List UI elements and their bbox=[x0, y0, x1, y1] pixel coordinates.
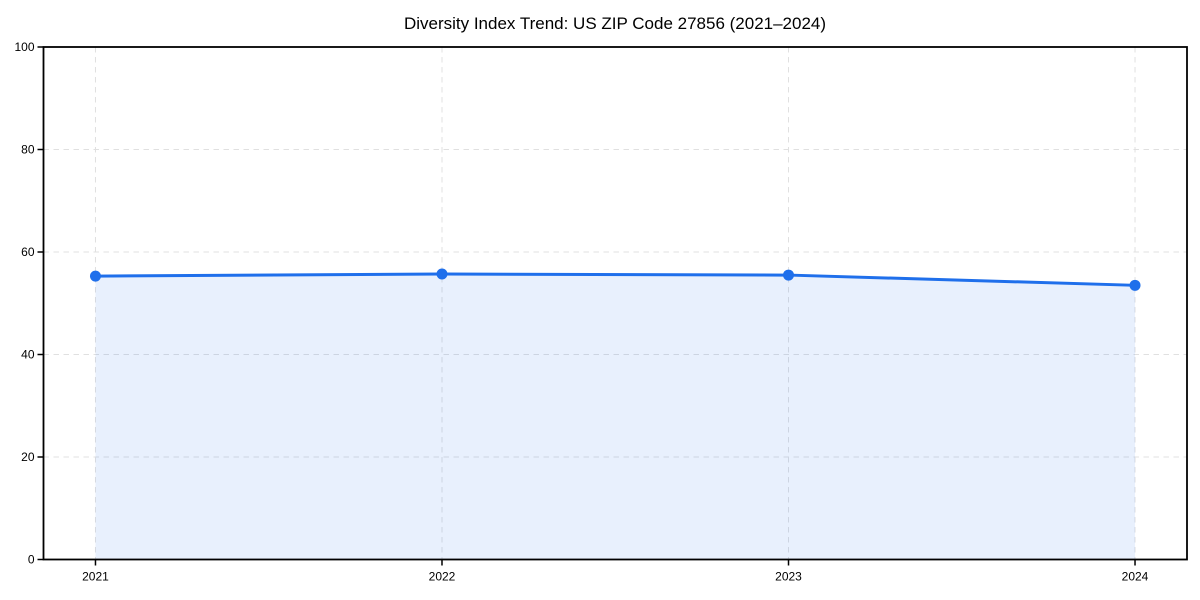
area-fill bbox=[95, 274, 1136, 560]
x-tick-label: 2024 bbox=[1122, 570, 1149, 584]
y-tick-label: 20 bbox=[21, 450, 35, 464]
x-tick-label: 2022 bbox=[429, 570, 456, 584]
x-tick-label: 2021 bbox=[82, 570, 109, 584]
y-tick-label: 40 bbox=[21, 348, 35, 362]
data-point-marker bbox=[1129, 279, 1141, 291]
plot-border bbox=[42, 46, 1188, 561]
data-point-marker bbox=[783, 269, 795, 281]
chart-title: Diversity Index Trend: US ZIP Code 27856… bbox=[403, 14, 827, 33]
y-tick-label: 80 bbox=[21, 143, 35, 157]
y-tick-label: 100 bbox=[14, 40, 34, 54]
y-tick-label: 0 bbox=[28, 553, 35, 567]
y-tick-label: 60 bbox=[21, 245, 35, 259]
trend-line bbox=[93, 272, 1137, 287]
x-tick-label: 2023 bbox=[775, 570, 802, 584]
data-point-marker bbox=[89, 270, 101, 282]
data-point-marker bbox=[436, 268, 448, 280]
